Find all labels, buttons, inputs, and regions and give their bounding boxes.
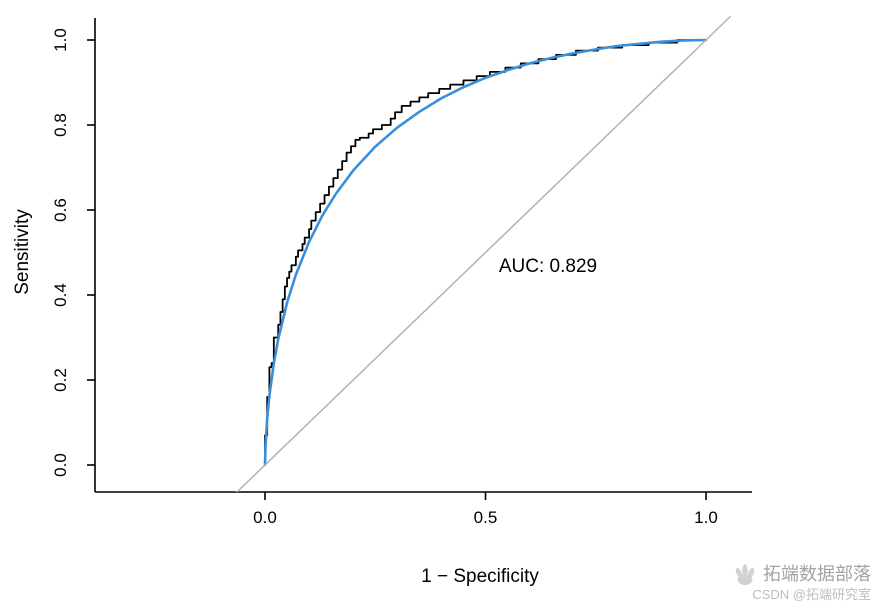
y-tick-label: 0.4 bbox=[51, 283, 70, 307]
y-tick-label: 0.8 bbox=[51, 113, 70, 137]
y-axis-ticks: 0.0 0.2 0.4 0.6 0.8 1.0 bbox=[51, 28, 95, 477]
y-axis-title: Sensitivity bbox=[12, 209, 33, 295]
smooth-roc-curve bbox=[263, 38, 708, 467]
watermark: 拓端数据部落 CSDN @拓端研究室 bbox=[733, 563, 871, 603]
auc-annotation: AUC: 0.829 bbox=[499, 256, 597, 277]
watermark-brand: 拓端数据部落 bbox=[763, 564, 871, 585]
watermark-credit: CSDN @拓端研究室 bbox=[752, 586, 871, 602]
x-tick-label: 0.5 bbox=[474, 508, 498, 527]
y-tick-label: 0.6 bbox=[51, 198, 70, 222]
roc-series-group bbox=[235, 15, 732, 492]
hand-logo-icon bbox=[735, 563, 755, 585]
y-tick-label: 0.0 bbox=[51, 453, 70, 477]
x-tick-label: 0.0 bbox=[253, 508, 277, 527]
x-tick-label: 1.0 bbox=[694, 508, 718, 527]
chance-diagonal-curve bbox=[235, 15, 732, 492]
y-tick-label: 0.2 bbox=[51, 368, 70, 392]
y-tick-label: 1.0 bbox=[51, 28, 70, 52]
x-axis-title: 1 − Specificity bbox=[421, 566, 539, 587]
x-axis-ticks: 0.0 0.5 1.0 bbox=[253, 492, 718, 527]
